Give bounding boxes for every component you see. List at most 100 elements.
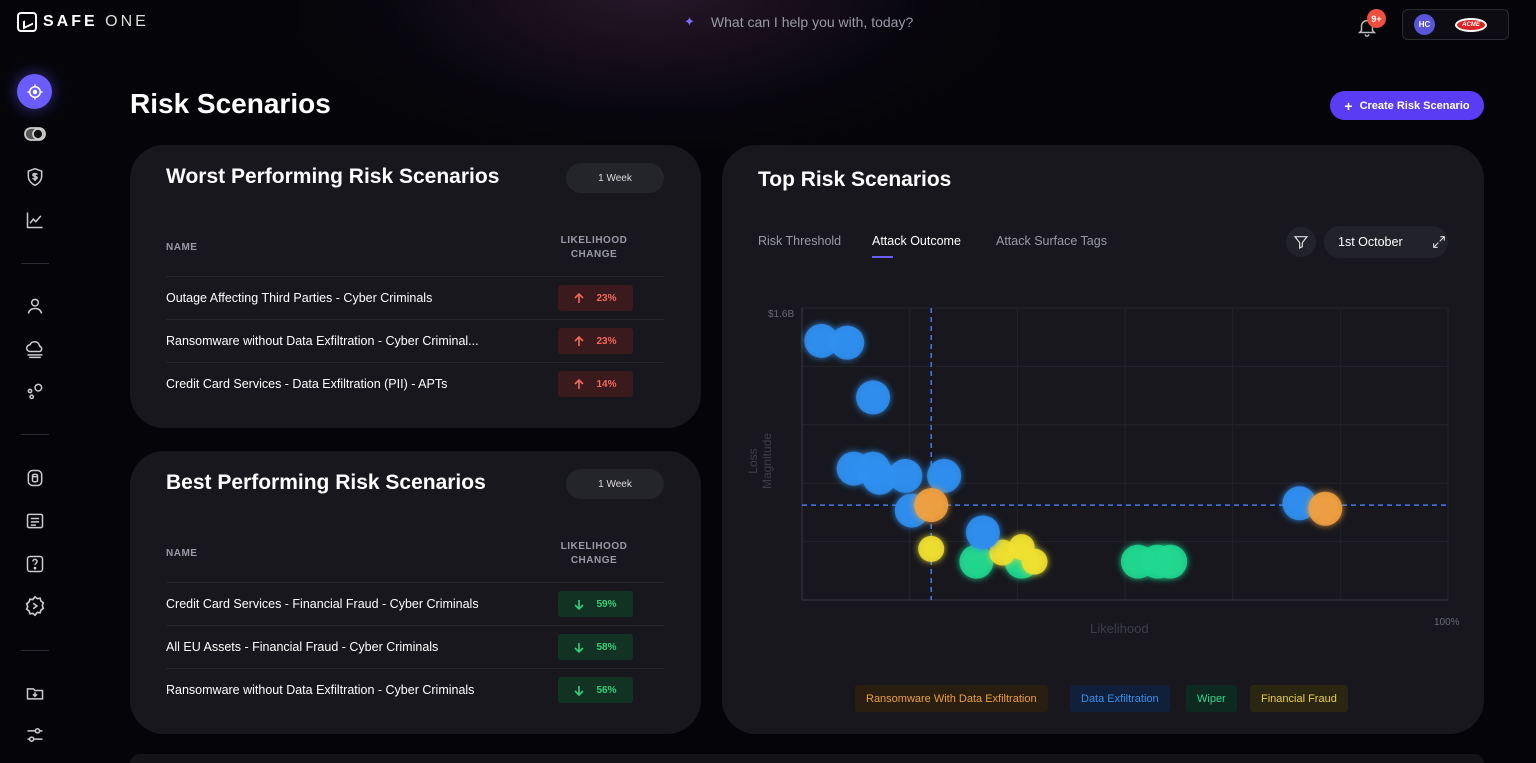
- assistant-prompt[interactable]: What can I help you with, today?: [710, 14, 914, 30]
- legend-wiper[interactable]: Wiper: [1186, 685, 1237, 712]
- likelihood-change-badge: 56%: [558, 677, 633, 703]
- nav-reports[interactable]: [24, 510, 46, 532]
- worst-card-title: Worst Performing Risk Scenarios: [166, 165, 500, 188]
- selected-date: 1st October: [1338, 235, 1403, 249]
- nav-settings[interactable]: [24, 595, 46, 617]
- likelihood-change-badge: 23%: [558, 328, 633, 354]
- y-axis-label: Loss Magnitude: [746, 432, 774, 490]
- plus-icon: +: [1344, 97, 1353, 114]
- table-row[interactable]: Outage Affecting Third Parties - Cyber C…: [166, 276, 664, 319]
- scenario-name: Credit Card Services - Financial Fraud -…: [166, 597, 479, 611]
- logo-mark-icon: [17, 12, 37, 32]
- data-point-data-exfiltration: [927, 458, 962, 493]
- risk-scatter-plot: [801, 307, 1449, 601]
- arrow-up-icon: [574, 292, 585, 303]
- legend-data-exfiltration[interactable]: Data Exfiltration: [1070, 685, 1170, 712]
- nav-toggle[interactable]: [24, 123, 46, 145]
- best-period-selector[interactable]: 1 Week: [566, 469, 664, 499]
- filter-button[interactable]: [1286, 227, 1316, 257]
- table-row[interactable]: Credit Card Services - Data Exfiltration…: [166, 362, 664, 405]
- data-point-data-exfiltration: [888, 458, 923, 493]
- scenario-name: Ransomware without Data Exfiltration - C…: [166, 683, 475, 697]
- nav-data[interactable]: [24, 467, 46, 489]
- worst-performing-card: Worst Performing Risk Scenarios 1 Week N…: [130, 145, 701, 428]
- brand-main: SAFE: [43, 13, 98, 30]
- data-point-financial-fraud: [1021, 548, 1048, 575]
- app-logo[interactable]: SAFE ONE: [17, 12, 149, 32]
- nav-cloud[interactable]: [24, 338, 46, 360]
- best-card-title: Best Performing Risk Scenarios: [166, 471, 486, 494]
- data-point-wiper: [959, 544, 994, 579]
- likelihood-change-badge: 14%: [558, 371, 633, 397]
- filter-icon: [1293, 236, 1309, 249]
- nav-import[interactable]: [24, 682, 46, 704]
- arrow-down-icon: [574, 599, 585, 610]
- likelihood-change-badge: 59%: [558, 591, 633, 617]
- import-icon: [26, 688, 44, 700]
- help-icon: [26, 555, 44, 573]
- nav-integrations[interactable]: [24, 380, 46, 402]
- worst-col-change-line2: CHANGE: [570, 249, 618, 260]
- arrow-down-icon: [574, 642, 585, 653]
- likelihood-change-value: 58%: [596, 641, 617, 653]
- assistant-search[interactable]: ✦ What can I help you with, today?: [684, 14, 913, 30]
- table-row[interactable]: Ransomware without Data Exfiltration - C…: [166, 319, 664, 362]
- notification-badge: 9+: [1367, 9, 1386, 28]
- list-icon: [26, 513, 44, 529]
- nav-help[interactable]: [24, 553, 46, 575]
- nav-financial[interactable]: [24, 166, 46, 188]
- scenario-name: Credit Card Services - Data Exfiltration…: [166, 377, 448, 391]
- bottom-card-edge: [130, 754, 1484, 763]
- data-point-data-exfiltration: [804, 323, 839, 358]
- create-button-label: Create Risk Scenario: [1359, 99, 1470, 112]
- data-point-data-exfiltration: [1282, 486, 1317, 521]
- legend-financial-fraud[interactable]: Financial Fraud: [1250, 685, 1348, 712]
- sidebar: [0, 62, 70, 763]
- nav-risk-scenarios[interactable]: [17, 74, 52, 109]
- active-tab-indicator: [872, 256, 893, 258]
- data-point-data-exfiltration: [965, 515, 1000, 550]
- table-row[interactable]: Ransomware without Data Exfiltration - C…: [166, 668, 664, 711]
- nodes-icon: [27, 383, 43, 400]
- toggle-icon: [24, 127, 46, 141]
- account-switcher[interactable]: HC ACME: [1402, 9, 1509, 40]
- table-row[interactable]: Credit Card Services - Financial Fraud -…: [166, 582, 664, 625]
- legend-ransomware-with-data-exfiltration[interactable]: Ransomware With Data Exfiltration: [855, 685, 1048, 712]
- likelihood-change-badge: 23%: [558, 285, 633, 311]
- tab-attack-surface-tags[interactable]: Attack Surface Tags: [996, 234, 1107, 248]
- likelihood-change-value: 14%: [596, 378, 617, 390]
- worst-col-change: LIKELIHOOD CHANGE: [554, 234, 634, 262]
- date-selector[interactable]: 1st October: [1324, 226, 1448, 258]
- scenario-name: Outage Affecting Third Parties - Cyber C…: [166, 291, 433, 305]
- scenario-name: Ransomware without Data Exfiltration - C…: [166, 334, 479, 348]
- x-max-label: 100%: [1434, 617, 1460, 628]
- likelihood-change-value: 56%: [596, 684, 617, 696]
- y-max-label: $1.6B: [768, 309, 795, 320]
- cloud-icon: [26, 341, 43, 359]
- worst-period-selector[interactable]: 1 Week: [566, 163, 664, 193]
- nav-preferences[interactable]: [24, 724, 46, 746]
- best-col-change-line1: LIKELIHOOD: [560, 541, 628, 552]
- create-risk-scenario-button[interactable]: + Create Risk Scenario: [1330, 91, 1484, 120]
- best-col-change: LIKELIHOOD CHANGE: [554, 540, 634, 568]
- chart-grid: [801, 307, 1449, 601]
- likelihood-change-badge: 58%: [558, 634, 633, 660]
- nav-users[interactable]: [24, 295, 46, 317]
- user-icon: [27, 298, 43, 314]
- top-card-title: Top Risk Scenarios: [758, 168, 952, 191]
- arrow-down-icon: [574, 685, 585, 696]
- app-name: SAFE ONE: [43, 13, 149, 31]
- shield-dollar-icon: [27, 167, 43, 187]
- x-axis-label: Likelihood: [1090, 621, 1149, 636]
- best-col-name: NAME: [166, 548, 198, 559]
- page-title: Risk Scenarios: [130, 88, 331, 119]
- tab-risk-threshold[interactable]: Risk Threshold: [758, 234, 842, 248]
- tab-attack-outcome[interactable]: Attack Outcome: [872, 234, 961, 248]
- expand-icon[interactable]: [1431, 234, 1447, 250]
- user-avatar[interactable]: HC: [1414, 14, 1435, 35]
- scenario-name: All EU Assets - Financial Fraud - Cyber …: [166, 640, 439, 654]
- brand-sub: ONE: [105, 13, 149, 30]
- table-row[interactable]: All EU Assets - Financial Fraud - Cyber …: [166, 625, 664, 668]
- best-col-change-line2: CHANGE: [570, 555, 618, 566]
- nav-analytics[interactable]: [24, 209, 46, 231]
